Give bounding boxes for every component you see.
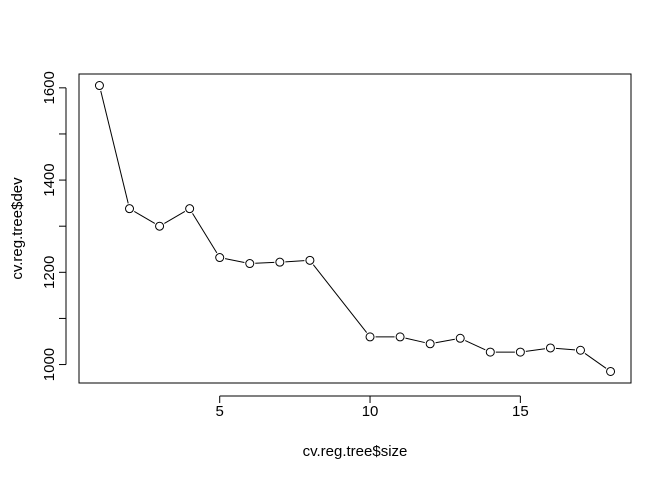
x-tick-label-5: 5	[216, 403, 224, 420]
series-segment-6-7	[255, 261, 275, 264]
y-tick-label-1400: 1400	[41, 163, 58, 196]
y-tick-label-1600: 1600	[41, 71, 58, 104]
x-axis: 5 10 15	[216, 395, 529, 420]
x-axis-title: cv.reg.tree$size	[303, 443, 408, 460]
y-tick-label-1200: 1200	[41, 256, 58, 289]
series-segment-17-18	[584, 353, 607, 369]
data-point-size-15	[515, 347, 525, 357]
series-segment-1-2	[100, 90, 129, 204]
data-point-size-3	[155, 221, 165, 231]
x-tick-label-15: 15	[512, 403, 529, 420]
series-segment-7-8	[285, 260, 305, 263]
data-point-size-7	[275, 257, 285, 267]
data-point-size-4	[185, 204, 195, 214]
y-axis: 1000 1200 1400 1600	[41, 71, 67, 381]
data-point-size-2	[125, 204, 135, 214]
data-point-size-18	[606, 366, 616, 376]
plot-frame	[78, 73, 632, 384]
y-axis-title: cv.reg.tree$dev	[9, 177, 26, 280]
series-segment-13-14	[465, 340, 486, 351]
data-point-size-16	[545, 343, 555, 353]
data-point-size-14	[485, 347, 495, 357]
series-segment-15-16	[525, 348, 546, 352]
x-tick-label-10: 10	[362, 403, 379, 420]
y-tick-label-1000: 1000	[41, 348, 58, 381]
data-point-size-12	[425, 339, 435, 349]
data-point-size-8	[305, 255, 315, 265]
data-point-size-5	[215, 253, 225, 263]
points-layer	[94, 81, 616, 376]
series-segment-3-4	[164, 211, 186, 224]
data-point-size-6	[245, 259, 255, 269]
series-segment-12-13	[435, 338, 455, 344]
series-segment-11-12	[405, 337, 425, 344]
series-layer	[100, 90, 607, 369]
data-point-size-17	[575, 345, 585, 355]
series-segment-2-3	[134, 211, 156, 224]
data-point-size-10	[365, 332, 375, 342]
data-point-size-13	[455, 333, 465, 343]
series-segment-5-6	[225, 258, 245, 263]
series-segment-8-10	[312, 264, 368, 333]
data-point-size-1	[94, 81, 104, 91]
series-segment-16-17	[555, 347, 576, 351]
data-point-size-11	[395, 332, 405, 342]
series-segment-4-5	[192, 213, 218, 254]
